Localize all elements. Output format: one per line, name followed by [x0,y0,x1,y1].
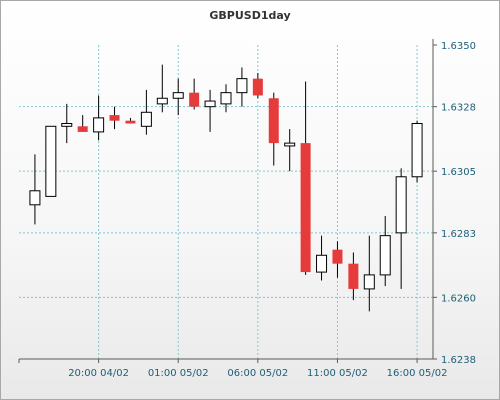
candle [172,78,184,116]
tick-labels: 1.6238 1.6260 1.6283 1.6305 1.6328 1.6350 20:0… [68,41,476,379]
candle [204,89,216,132]
candle-body-up [172,92,184,99]
candle-body-down [189,92,200,107]
candle [284,129,296,172]
candle-body-up [316,254,328,273]
candle [45,125,57,197]
candle-body-up [45,125,57,197]
candle [316,235,328,281]
candle [268,92,279,166]
candle-body-up [29,190,41,206]
candle-body-down [125,120,136,124]
candle-body-down [332,249,343,264]
candle-body-up [140,111,152,127]
candle-body-up [220,92,232,105]
y-tick-label: 1.6238 [441,355,476,366]
candle [93,95,105,141]
candle-body-down [268,98,279,144]
y-tick-label: 1.6260 [441,293,476,304]
chart-title: GBPUSD1day [209,9,291,22]
candle [140,89,152,135]
x-tick-label: 11:00 05/02 [307,368,368,379]
candle [189,78,200,110]
x-tick-label: 01:00 05/02 [148,368,209,379]
y-tick-label: 1.6350 [441,41,476,52]
candle [109,106,120,130]
candle [61,103,73,144]
candle [29,154,41,225]
candle-body-up [284,142,296,147]
y-tick-label: 1.6328 [441,103,476,114]
candle [379,216,391,287]
candle [348,252,359,301]
candle [332,241,343,278]
axes [18,39,437,363]
candle-body-down [348,263,359,289]
candle-body-up [363,274,375,290]
candle-body-down [300,143,311,273]
candle-body-down [77,126,88,132]
x-tick-label: 16:00 05/02 [387,368,448,379]
candle-body-up [93,117,105,133]
candle-body-up [204,100,216,108]
candle [363,235,375,312]
candle-body-up [411,123,423,178]
candle [77,115,88,132]
candle-body-up [379,235,391,276]
candle [236,67,248,107]
candle-body-up [156,97,168,105]
candle [300,81,311,275]
candle-body-down [109,115,120,121]
candle [411,120,423,183]
candle-body-up [395,176,407,234]
x-tick-label: 20:00 04/02 [68,368,129,379]
candle [220,84,232,113]
y-tick-label: 1.6283 [441,229,476,240]
candle [156,64,168,113]
y-tick-label: 1.6305 [441,167,476,178]
candle [395,168,407,289]
candle-body-down [252,78,263,96]
candles [29,64,423,312]
candle [125,117,136,124]
candle-body-up [61,123,73,127]
x-tick-label: 06:00 05/02 [227,368,288,379]
candle [252,73,263,99]
candle-body-up [236,78,248,94]
